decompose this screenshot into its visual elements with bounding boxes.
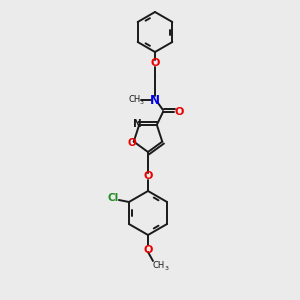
Text: O: O [174, 107, 184, 117]
Text: N: N [133, 119, 142, 129]
Text: 3: 3 [140, 100, 143, 104]
Text: CH: CH [129, 94, 141, 103]
Text: CH: CH [153, 260, 165, 269]
Text: O: O [143, 171, 153, 181]
Text: O: O [143, 245, 153, 255]
Text: O: O [128, 138, 136, 148]
Text: N: N [150, 94, 160, 106]
Text: 3: 3 [165, 266, 169, 271]
Text: O: O [150, 58, 160, 68]
Text: Cl: Cl [107, 193, 118, 203]
